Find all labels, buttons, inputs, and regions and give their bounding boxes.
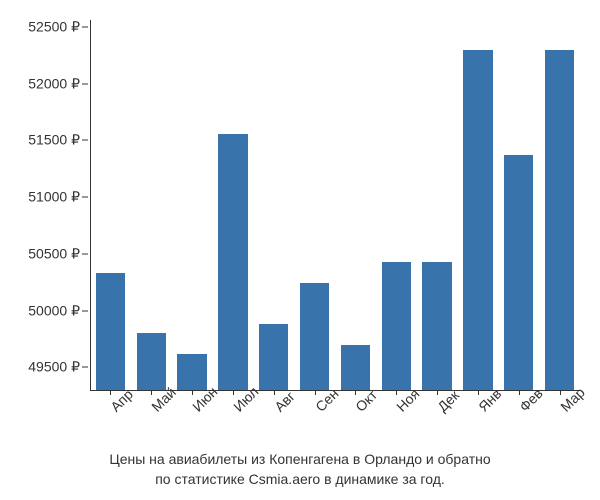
y-tick-mark xyxy=(82,140,88,141)
chart-caption: Цены на авиабилеты из Копенгагена в Орла… xyxy=(0,450,600,489)
bar-slot xyxy=(457,20,498,390)
y-tick-label: 52000 ₽ xyxy=(28,75,80,92)
bar-slot xyxy=(539,20,580,390)
x-tick-mark xyxy=(560,390,561,395)
y-tick-mark xyxy=(82,310,88,311)
y-tick-mark xyxy=(82,197,88,198)
bar xyxy=(545,50,574,390)
y-tick-label: 52500 ₽ xyxy=(28,18,80,35)
bar xyxy=(177,354,206,390)
bar-slot xyxy=(212,20,253,390)
y-axis: 49500 ₽ 50000 ₽ 50500 ₽ 51000 ₽ 51500 ₽ 52000… xyxy=(0,20,88,390)
x-tick-mark xyxy=(110,390,111,395)
bar xyxy=(259,324,288,390)
y-tick-mark xyxy=(82,367,88,368)
bar-slot xyxy=(376,20,417,390)
bar-slot xyxy=(172,20,213,390)
y-tick-label: 51500 ₽ xyxy=(28,132,80,149)
bar-slot xyxy=(90,20,131,390)
bar xyxy=(96,273,125,390)
y-tick-label: 50000 ₽ xyxy=(28,302,80,319)
x-label-slot: Сен xyxy=(294,395,335,455)
bar-slot xyxy=(335,20,376,390)
x-tick-mark xyxy=(315,390,316,395)
x-tick-mark xyxy=(274,390,275,395)
x-label-slot: Апр xyxy=(90,395,131,455)
chart-container: 49500 ₽ 50000 ₽ 50500 ₽ 51000 ₽ 51500 ₽ 52000… xyxy=(0,0,600,500)
bar xyxy=(504,155,533,390)
x-axis-labels: АпрМайИюнИюлАвгСенОктНояДекЯнвФевМар xyxy=(90,395,580,455)
x-tick-mark xyxy=(151,390,152,395)
bar xyxy=(382,262,411,390)
bar-slot xyxy=(131,20,172,390)
x-label-slot: Фев xyxy=(498,395,539,455)
x-tick-mark xyxy=(396,390,397,395)
bar xyxy=(341,345,370,390)
x-tick-mark xyxy=(519,390,520,395)
x-tick-mark xyxy=(478,390,479,395)
y-tick-mark xyxy=(82,83,88,84)
x-label-slot: Июл xyxy=(212,395,253,455)
x-label-slot: Авг xyxy=(253,395,294,455)
y-tick-label: 51000 ₽ xyxy=(28,189,80,206)
bar xyxy=(463,50,492,390)
bar-slot xyxy=(253,20,294,390)
x-label-slot: Июн xyxy=(172,395,213,455)
y-tick-label: 50500 ₽ xyxy=(28,245,80,262)
bar xyxy=(218,134,247,391)
x-tick-mark xyxy=(233,390,234,395)
x-label-slot: Май xyxy=(131,395,172,455)
x-label-slot: Дек xyxy=(417,395,458,455)
bar-slot xyxy=(417,20,458,390)
x-label-slot: Ноя xyxy=(376,395,417,455)
y-tick-mark xyxy=(82,253,88,254)
x-tick-mark xyxy=(437,390,438,395)
x-label-slot: Янв xyxy=(457,395,498,455)
x-tick-mark xyxy=(192,390,193,395)
bar xyxy=(422,262,451,390)
bar-slot xyxy=(498,20,539,390)
bar-slot xyxy=(294,20,335,390)
x-label-slot: Мар xyxy=(539,395,580,455)
y-tick-label: 49500 ₽ xyxy=(28,359,80,376)
x-label-slot: Окт xyxy=(335,395,376,455)
bars-group xyxy=(90,20,580,390)
x-tick-mark xyxy=(355,390,356,395)
bar xyxy=(300,283,329,390)
bar xyxy=(137,333,166,390)
y-tick-mark xyxy=(82,26,88,27)
plot-area xyxy=(90,20,580,390)
